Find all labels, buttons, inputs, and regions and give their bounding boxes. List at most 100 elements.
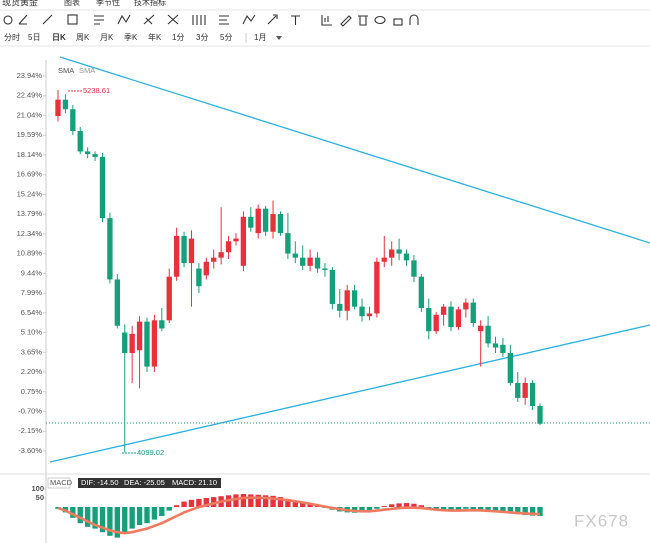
tool-icon[interactable]: [340, 15, 352, 27]
y-tick-label: -2.15%: [18, 426, 42, 435]
period[interactable]: 1月: [254, 33, 266, 42]
candle-body: [285, 233, 291, 254]
tool-icon[interactable]: [219, 15, 229, 25]
macd-bar: [529, 507, 536, 516]
tool-icon[interactable]: [192, 15, 206, 25]
tool-icon[interactable]: [409, 14, 419, 25]
macd-bar: [196, 498, 202, 507]
candle-body: [507, 352, 514, 383]
macd-bar: [455, 507, 462, 510]
candle-body: [515, 382, 521, 398]
candle-body: [159, 320, 165, 329]
period[interactable]: 周K: [76, 33, 90, 42]
macd-bar: [255, 494, 261, 507]
candle-body: [381, 257, 387, 262]
candle-body: [433, 314, 439, 332]
macd-bar: [381, 506, 387, 507]
tab[interactable]: 季节性: [96, 0, 120, 7]
macd-bar: [500, 507, 506, 513]
period[interactable]: 年K: [148, 32, 162, 42]
high-label: 5238.61: [83, 86, 110, 95]
tool-icon[interactable]: [291, 15, 300, 25]
macd-bar: [151, 507, 158, 520]
candle-body: [255, 208, 261, 234]
candle-body: [262, 208, 269, 232]
period[interactable]: 3分: [196, 33, 208, 42]
candle-body: [225, 241, 232, 253]
macd-bar: [277, 497, 284, 507]
tool-icon[interactable]: [3, 15, 13, 25]
tool-icon[interactable]: [374, 15, 386, 25]
candle-body: [248, 216, 254, 228]
macd-bar: [70, 507, 76, 518]
period[interactable]: 1分: [172, 33, 184, 42]
macd-bar: [136, 507, 143, 525]
candle-body: [211, 257, 217, 262]
indicator-select[interactable]: [47, 477, 71, 489]
tool-icon[interactable]: [67, 14, 78, 25]
candle-body: [270, 214, 276, 232]
macd-bar: [522, 507, 528, 516]
candle-body: [144, 321, 150, 367]
toolbar: [3, 14, 419, 27]
tool-icon[interactable]: [143, 14, 155, 25]
tab[interactable]: 技术指标: [134, 0, 166, 7]
macd-bar: [396, 503, 402, 507]
macd-bar: [122, 507, 128, 534]
period[interactable]: 月K: [100, 33, 114, 42]
y-tick-label: 6.54%: [21, 308, 43, 317]
macd-bar: [144, 507, 150, 524]
tab[interactable]: 现货黄金: [2, 0, 38, 7]
candle-body: [151, 320, 158, 367]
tool-icon[interactable]: [42, 14, 53, 25]
tool-icon[interactable]: [18, 14, 28, 25]
macd-bar: [537, 507, 543, 516]
macd-bar: [440, 507, 447, 511]
macd-bar: [418, 505, 425, 507]
candle-body: [62, 99, 69, 110]
macd-bar: [463, 507, 469, 509]
macd-bar: [114, 507, 120, 538]
candle-body: [389, 249, 395, 258]
candle-body: [122, 332, 128, 353]
candle-body: [292, 253, 298, 258]
tool-icon[interactable]: [358, 15, 368, 26]
macd-bar: [77, 507, 83, 524]
readout-text: DIF: -14.50: [81, 478, 119, 487]
tool-icon[interactable]: [267, 14, 278, 25]
macd-bar: [389, 504, 395, 507]
macd-bar: [507, 507, 514, 514]
period[interactable]: 日K: [52, 33, 66, 42]
macd-bar: [285, 498, 291, 507]
period[interactable]: 季K: [124, 32, 138, 42]
candle-body: [418, 276, 425, 309]
candle-body: [92, 154, 98, 157]
candle-body: [300, 257, 306, 266]
y-tick-label: 23.94%: [17, 71, 43, 80]
period[interactable]: 分时: [4, 32, 20, 42]
macd-bar: [99, 507, 106, 533]
y-tick-label: 19.59%: [17, 130, 43, 139]
tool-icon[interactable]: [321, 15, 332, 26]
tab[interactable]: 图表: [64, 0, 80, 7]
candle-body: [396, 249, 402, 254]
macd-bar: [314, 506, 321, 507]
macd-tick-label: 100: [31, 484, 44, 493]
candle-body: [173, 235, 180, 277]
macd-bar: [448, 507, 454, 511]
macd-bar: [166, 507, 172, 511]
tool-icon[interactable]: [167, 14, 179, 25]
candle-body: [522, 382, 528, 398]
macd-bar: [203, 498, 209, 507]
candle-body: [329, 269, 336, 304]
tool-icon[interactable]: [117, 14, 131, 25]
period[interactable]: 5日: [28, 33, 40, 42]
tool-icon[interactable]: [393, 18, 403, 26]
y-tick-label: 18.14%: [17, 150, 43, 159]
tool-icon[interactable]: [242, 14, 256, 25]
dropdown: [276, 36, 282, 40]
tool-icon[interactable]: [94, 15, 104, 25]
macd-bar: [188, 499, 195, 507]
candle-body: [322, 268, 328, 270]
period[interactable]: 5分: [220, 33, 232, 42]
